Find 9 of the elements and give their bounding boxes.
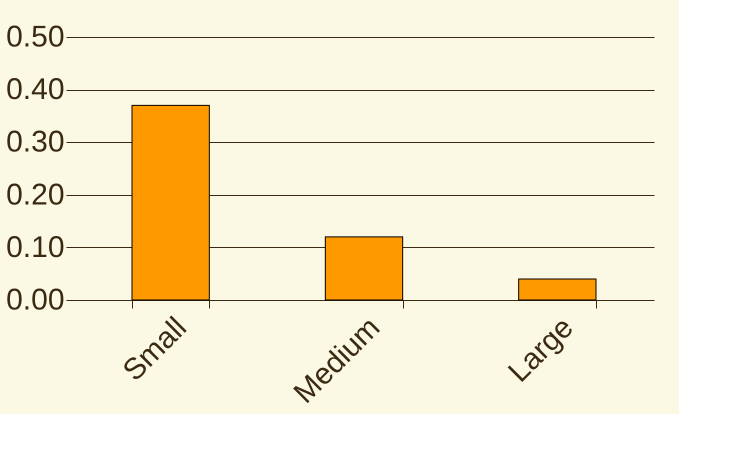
y-tick-label: 0.00 — [6, 284, 64, 316]
bar — [324, 236, 404, 300]
y-tick-label: 0.30 — [6, 126, 64, 159]
bar — [518, 278, 596, 300]
y-tick-label: 0.20 — [6, 178, 64, 212]
bar — [132, 104, 210, 300]
y-tick-label: 0.40 — [6, 73, 64, 106]
y-tick-label: 0.50 — [6, 20, 64, 54]
y-tick-label: 0.10 — [6, 230, 64, 264]
